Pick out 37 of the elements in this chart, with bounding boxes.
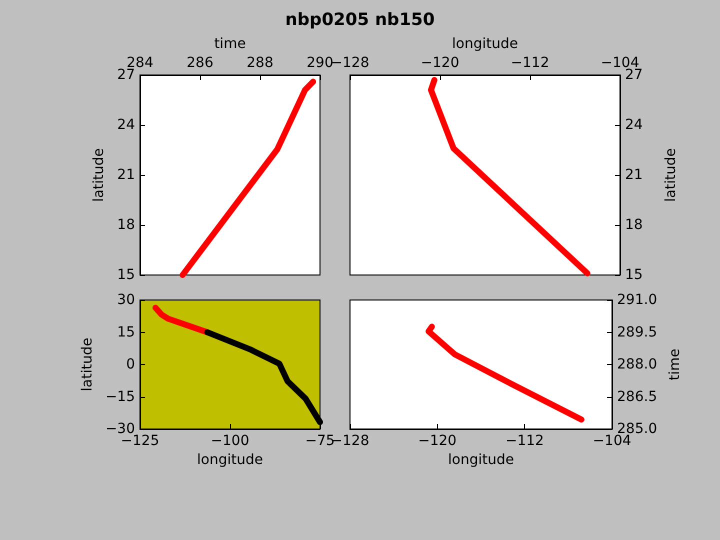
x-tick-label: 288 [246,55,274,71]
x-axis-title: time [214,36,246,52]
x-tick-label: −128 [330,55,370,71]
y-tick-label: 15 [117,324,135,340]
x-tick-label: −120 [420,55,460,71]
x-tick-label: −112 [505,433,544,449]
y-tick-label: 21 [625,167,643,183]
y-tick-label: 27 [625,67,643,83]
x-tick-label: 286 [186,55,214,71]
x-tick-label: 290 [306,55,334,71]
y-tick-label: 24 [625,117,643,133]
y-tick-label: −15 [105,388,135,405]
y-tick-label: 18 [117,217,135,233]
text: nbp0205 nb150 [284,10,436,30]
x-axis-title: longitude [448,452,514,468]
y-tick-label: 15 [625,267,643,283]
x-axis-title: longitude [197,452,263,468]
y-axis-title: latitude [663,148,679,202]
x-tick-label: −100 [210,433,250,449]
y-tick-label: 289.5 [617,324,658,340]
y-tick-label: 30 [117,292,135,308]
x-tick-label: −112 [510,55,550,71]
x-tick-label: −104 [592,433,632,449]
y-tick-label: 291.0 [617,292,658,308]
y-tick-label: 21 [117,167,135,183]
y-axis-title: latitude [80,338,96,392]
x-tick-label: −120 [418,433,457,449]
y-axis-title: latitude [91,148,107,202]
y-tick-label: 24 [117,117,136,133]
x-axis-title: longitude [452,36,518,52]
y-tick-label: 18 [625,217,643,233]
y-tick-label: 288.0 [617,356,658,372]
y-tick-label: 15 [117,267,135,283]
y-axis-title: time [667,348,683,380]
y-tick-label: 27 [117,67,135,83]
y-tick-label: 286.5 [617,388,658,405]
y-tick-label: 0 [126,356,135,372]
